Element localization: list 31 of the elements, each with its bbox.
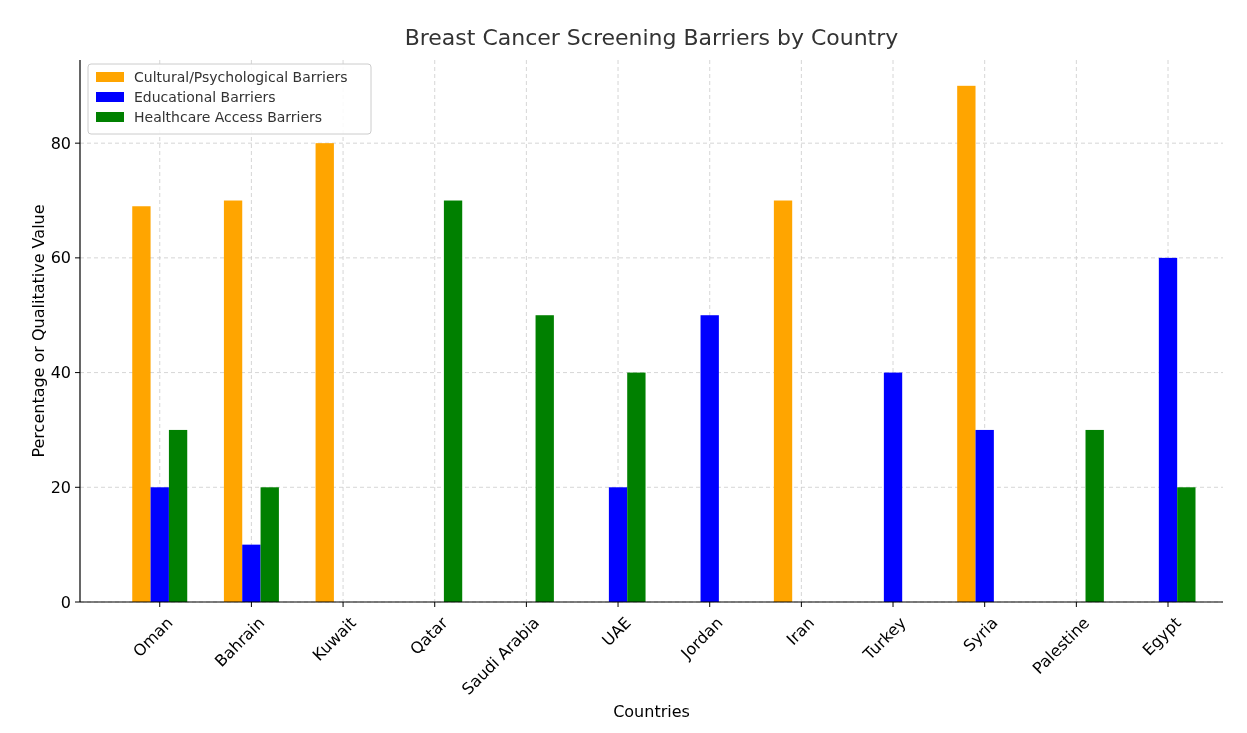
- chart-title: Breast Cancer Screening Barriers by Country: [404, 25, 899, 50]
- y-tick-label: 60: [50, 248, 71, 268]
- y-tick-label: 0: [60, 592, 71, 612]
- y-tick-label: 20: [50, 477, 71, 497]
- y-tick-label: 80: [50, 133, 71, 153]
- legend-label: Cultural/Psychological Barriers: [134, 68, 348, 85]
- bar: [700, 315, 719, 602]
- bar: [1158, 257, 1178, 602]
- bar: [315, 143, 334, 602]
- bar: [242, 544, 261, 602]
- bar: [773, 200, 793, 602]
- bar: [883, 372, 903, 602]
- bar: [957, 85, 976, 602]
- y-tick-label: 40: [50, 363, 71, 383]
- bar: [168, 429, 188, 602]
- bar: [132, 206, 151, 602]
- bar: [150, 487, 169, 602]
- bar: [608, 487, 628, 602]
- y-axis-title: Percentage or Qualitative Value: [29, 204, 48, 458]
- legend-label: Educational Barriers: [134, 88, 276, 105]
- bar: [260, 487, 279, 602]
- bar: [443, 200, 463, 602]
- x-tick-label: Iran: [782, 613, 819, 649]
- legend-label: Healthcare Access Barriers: [134, 108, 323, 125]
- bar: [223, 200, 243, 602]
- bar: [975, 429, 994, 602]
- bar: [1085, 429, 1104, 602]
- bar: [535, 315, 554, 602]
- bar: [1177, 487, 1196, 602]
- bar: [627, 372, 646, 602]
- x-axis-title: Countries: [613, 702, 690, 721]
